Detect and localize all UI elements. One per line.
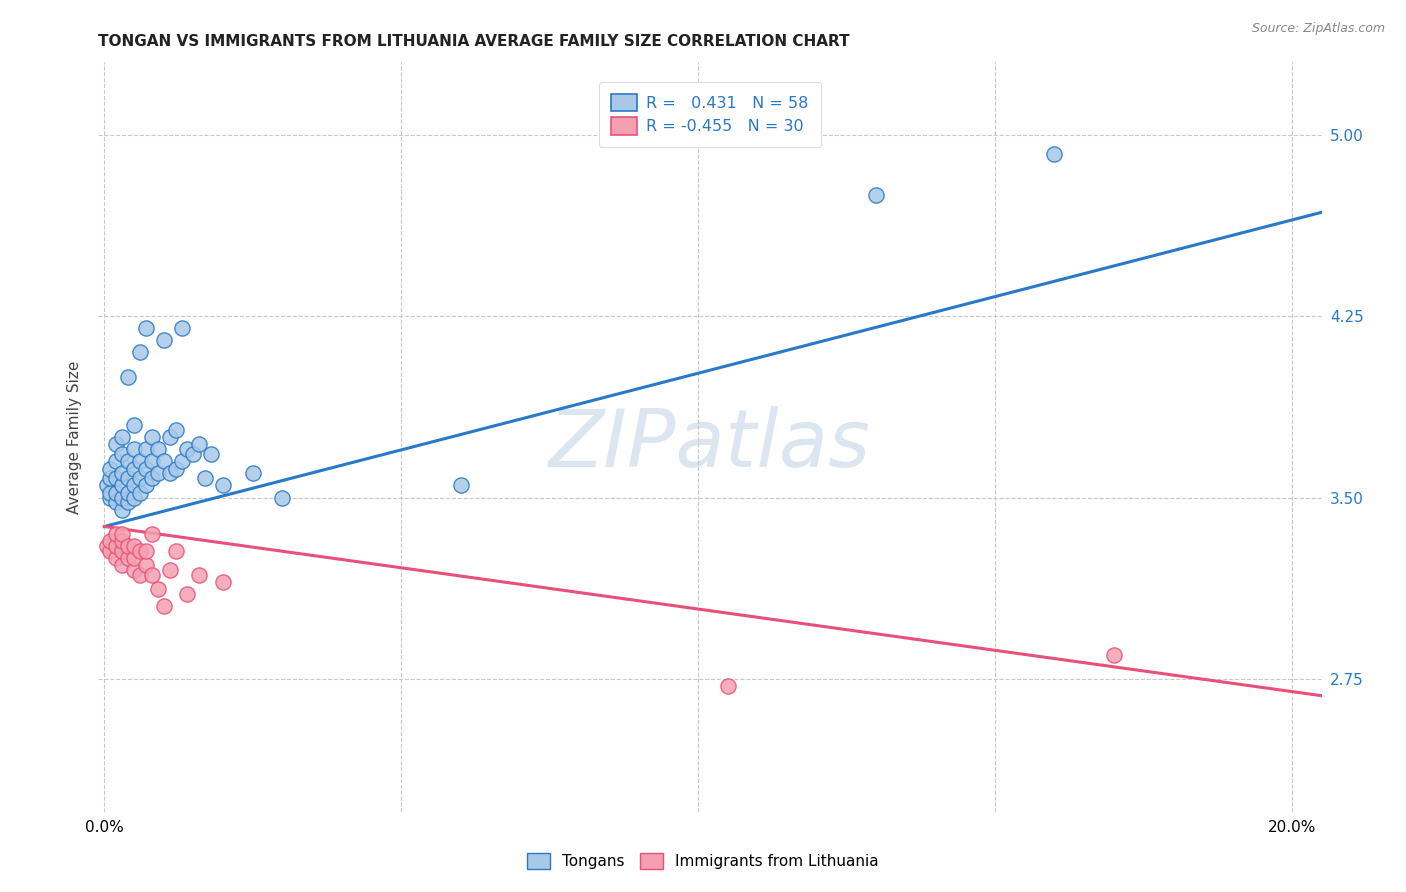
Text: TONGAN VS IMMIGRANTS FROM LITHUANIA AVERAGE FAMILY SIZE CORRELATION CHART: TONGAN VS IMMIGRANTS FROM LITHUANIA AVER… bbox=[98, 34, 851, 49]
Point bbox=[111, 478, 134, 492]
Point bbox=[152, 454, 174, 468]
Legend: Tongans, Immigrants from Lithuania: Tongans, Immigrants from Lithuania bbox=[522, 847, 884, 875]
Point bbox=[117, 539, 139, 553]
Point bbox=[212, 575, 235, 590]
Point bbox=[98, 543, 121, 558]
Point bbox=[146, 582, 169, 597]
Point bbox=[135, 543, 157, 558]
Point bbox=[117, 485, 139, 500]
Point bbox=[111, 467, 134, 481]
Point bbox=[111, 526, 134, 541]
Point bbox=[183, 447, 205, 461]
Point bbox=[111, 543, 134, 558]
Point bbox=[129, 471, 152, 485]
Point bbox=[98, 485, 121, 500]
Point bbox=[135, 478, 157, 492]
Point bbox=[194, 471, 217, 485]
Point bbox=[141, 567, 163, 582]
Point bbox=[141, 454, 163, 468]
Point bbox=[865, 188, 887, 202]
Point bbox=[105, 454, 128, 468]
Point bbox=[188, 567, 211, 582]
Point bbox=[242, 467, 264, 481]
Point bbox=[96, 539, 118, 553]
Point bbox=[105, 526, 128, 541]
Point bbox=[122, 563, 145, 577]
Point bbox=[105, 437, 128, 451]
Point bbox=[135, 442, 157, 457]
Point bbox=[176, 442, 198, 457]
Point bbox=[111, 502, 134, 516]
Point bbox=[111, 430, 134, 444]
Point bbox=[170, 454, 193, 468]
Point bbox=[146, 467, 169, 481]
Point bbox=[105, 471, 128, 485]
Point bbox=[105, 550, 128, 565]
Point bbox=[271, 491, 294, 505]
Point bbox=[159, 430, 181, 444]
Text: ZIPatlas: ZIPatlas bbox=[548, 406, 872, 483]
Point bbox=[170, 321, 193, 335]
Point bbox=[717, 679, 740, 693]
Point bbox=[129, 567, 152, 582]
Point bbox=[152, 599, 174, 614]
Point bbox=[129, 454, 152, 468]
Point bbox=[129, 485, 152, 500]
Point bbox=[200, 447, 222, 461]
Point bbox=[129, 543, 152, 558]
Point bbox=[165, 543, 187, 558]
Point bbox=[152, 334, 174, 348]
Point bbox=[117, 471, 139, 485]
Point bbox=[98, 534, 121, 549]
Point bbox=[122, 539, 145, 553]
Point bbox=[111, 558, 134, 573]
Point bbox=[212, 478, 235, 492]
Y-axis label: Average Family Size: Average Family Size bbox=[67, 360, 83, 514]
Point bbox=[165, 423, 187, 437]
Point bbox=[159, 563, 181, 577]
Point bbox=[176, 587, 198, 601]
Point bbox=[141, 526, 163, 541]
Point bbox=[117, 550, 139, 565]
Point bbox=[111, 491, 134, 505]
Point bbox=[122, 478, 145, 492]
Point bbox=[122, 550, 145, 565]
Point bbox=[135, 461, 157, 475]
Point bbox=[159, 467, 181, 481]
Point bbox=[122, 491, 145, 505]
Point bbox=[111, 534, 134, 549]
Point bbox=[98, 461, 121, 475]
Point bbox=[117, 454, 139, 468]
Legend: R =   0.431   N = 58, R = -0.455   N = 30: R = 0.431 N = 58, R = -0.455 N = 30 bbox=[599, 82, 821, 147]
Point bbox=[105, 539, 128, 553]
Point bbox=[117, 495, 139, 509]
Point bbox=[141, 430, 163, 444]
Point bbox=[129, 345, 152, 359]
Point bbox=[122, 461, 145, 475]
Point bbox=[450, 478, 472, 492]
Point bbox=[135, 321, 157, 335]
Point bbox=[96, 478, 118, 492]
Point bbox=[1043, 147, 1066, 161]
Text: Source: ZipAtlas.com: Source: ZipAtlas.com bbox=[1251, 22, 1385, 36]
Point bbox=[122, 442, 145, 457]
Point bbox=[105, 495, 128, 509]
Point bbox=[122, 417, 145, 432]
Point bbox=[141, 471, 163, 485]
Point bbox=[111, 447, 134, 461]
Point bbox=[117, 369, 139, 384]
Point bbox=[146, 442, 169, 457]
Point bbox=[1102, 648, 1125, 662]
Point bbox=[135, 558, 157, 573]
Point bbox=[165, 461, 187, 475]
Point bbox=[188, 437, 211, 451]
Point bbox=[98, 471, 121, 485]
Point bbox=[98, 491, 121, 505]
Point bbox=[105, 485, 128, 500]
